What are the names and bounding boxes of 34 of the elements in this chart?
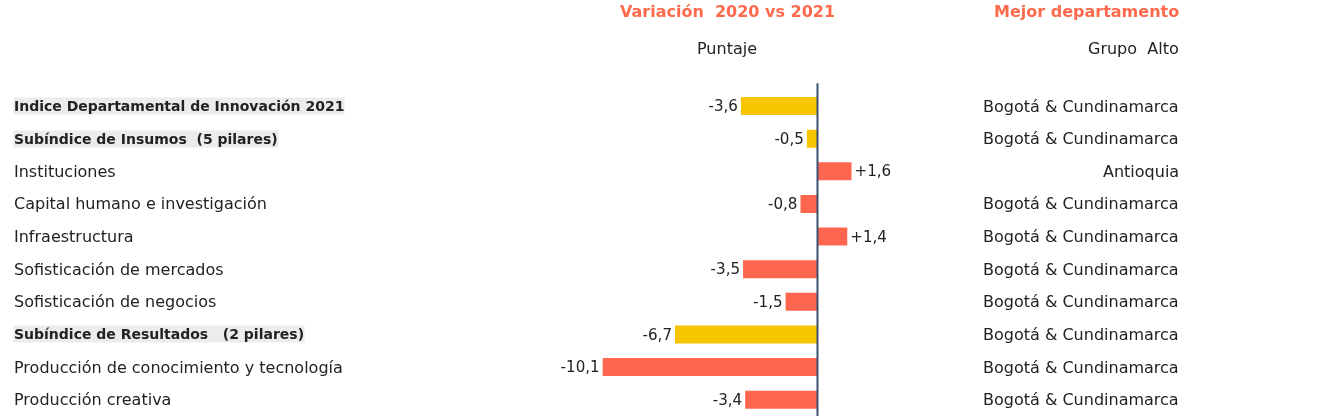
text: Bogotá & Cundinamarca [983,227,1179,246]
data-label: -0,5 [774,129,804,148]
text: Mejor departamento [994,2,1180,21]
text: Bogotá & Cundinamarca [983,390,1179,409]
y-tick-label: Capital humano e investigación [14,194,267,213]
text: Bogotá & Cundinamarca [983,358,1179,377]
y-tick-label: Infraestructura [14,227,134,246]
y-tick-label: Indice Departamental de Innovación 2021 [14,98,345,114]
text: Bogotá & Cundinamarca [983,194,1179,213]
data-label: -1,5 [753,293,783,311]
data-label: +1,6 [854,162,892,181]
data-label: -10,1 [560,358,600,377]
text: Bogotá & Cundinamarca [983,129,1179,148]
text: Bogotá & Cundinamarca [983,97,1179,116]
data-label: -3,4 [712,390,743,409]
text: Grupo Alto [1088,39,1179,58]
data-label: -3,6 [708,97,738,116]
text: Bogotá & Cundinamarca [983,292,1179,311]
data-label: -6,7 [642,325,672,344]
y-tick-label: Producción creativa [14,390,172,409]
y-tick-label: Sofisticación de negocios [14,292,217,311]
data-label: -0,8 [768,195,798,214]
text: Bogotá & Cundinamarca [983,260,1179,279]
data-label: +1,4 [850,227,887,246]
chart-title: Variación 2020 vs 2021 [620,2,836,21]
y-tick-label: Instituciones [14,162,116,181]
text: Antioquia [1103,162,1180,181]
y-tick-label: Subíndice de Resultados (2 pilares) [14,326,305,342]
data-label: -3,5 [710,260,741,279]
y-tick-label: Subíndice de Insumos (5 pilares) [14,131,278,147]
y-tick-label: Sofisticación de mercados [14,260,224,279]
text: Bogotá & Cundinamarca [983,325,1179,344]
chart-subtitle: Puntaje [697,39,758,58]
y-tick-label: Producción de conocimiento y tecnología [14,358,343,377]
